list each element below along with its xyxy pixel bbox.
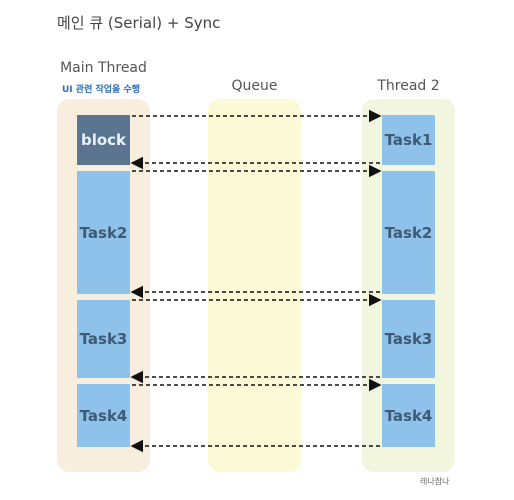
queue-header: Queue <box>231 78 278 94</box>
thread2-task1: Task1 <box>382 115 435 165</box>
main-task2: Task2 <box>77 171 130 294</box>
queue-lane <box>208 99 301 472</box>
thread2-header: Thread 2 <box>377 78 440 94</box>
watermark: 레나참나 <box>420 477 450 486</box>
diagram-title: 메인 큐 (Serial) + Sync <box>57 14 221 32</box>
main-block-blocked: block <box>77 115 130 165</box>
main-task3: Task3 <box>77 300 130 378</box>
thread2-task2: Task2 <box>382 171 435 294</box>
main-task4: Task4 <box>77 384 130 447</box>
main-thread-header: Main Thread <box>60 60 147 76</box>
main-thread-note: UI 관련 작업을 수행 <box>62 85 141 95</box>
thread2-task4: Task4 <box>382 384 435 447</box>
thread2-task3: Task3 <box>382 300 435 378</box>
